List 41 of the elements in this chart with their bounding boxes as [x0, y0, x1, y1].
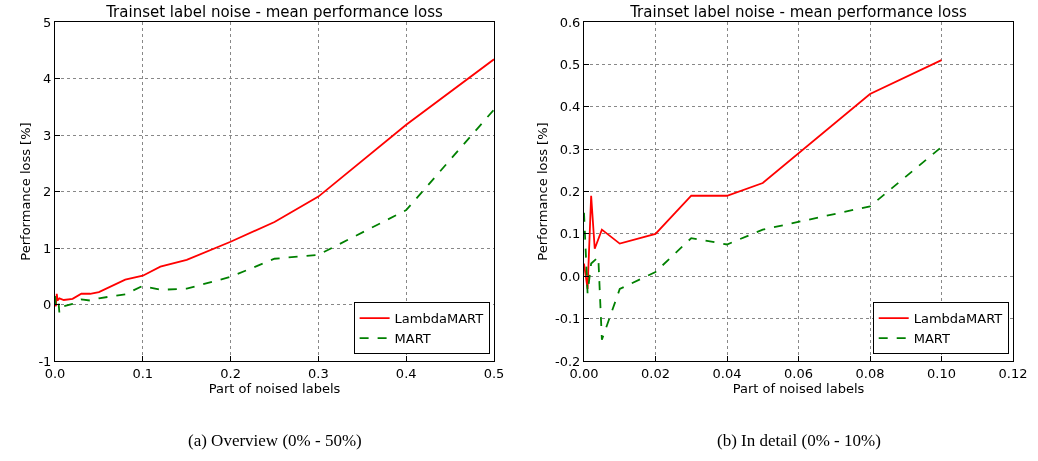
x-tick-label: 0.2 [220, 365, 241, 381]
legend-label: MART [394, 331, 431, 347]
line-series [584, 59, 943, 290]
chart-title: Trainset label noise - mean performance loss [105, 3, 444, 22]
y-tick-label: -0.1 [555, 311, 581, 327]
x-axis-title: Part of noised labels [208, 381, 341, 397]
y-tick-label: 0.0 [559, 268, 581, 284]
x-tick-label: 0.02 [641, 365, 670, 381]
y-tick-label: 0.4 [559, 99, 581, 115]
y-tick-label: 1 [43, 240, 52, 256]
x-tick-label: 0.10 [927, 365, 956, 381]
line-series [55, 108, 494, 314]
x-tick-label: 0.04 [712, 365, 742, 381]
y-tick-label: 2 [43, 184, 52, 200]
x-tick-label: 0.08 [855, 365, 885, 381]
y-tick-label: 0.1 [559, 226, 581, 242]
x-tick-label: 0.3 [308, 365, 329, 381]
x-tick-label: 0.4 [395, 365, 417, 381]
y-tick-label: 0 [43, 297, 52, 313]
y-tick-label: -1 [38, 353, 52, 369]
x-axis-title: Part of noised labels [732, 381, 865, 397]
legend-label: MART [913, 331, 950, 347]
text: (a) Overview (0% - 50%) [188, 431, 362, 450]
x-tick-label: 0.12 [998, 365, 1028, 381]
y-tick-label: 4 [43, 71, 52, 87]
chart-title: Trainset label noise - mean performance loss [629, 3, 968, 22]
x-tick-label: 0.1 [132, 365, 154, 381]
x-tick-label: 0.06 [784, 365, 813, 381]
text: (b) In detail (0% - 10%) [717, 431, 881, 450]
legend-label: LambdaMART [394, 311, 484, 327]
y-axis-title: Performance loss [%] [534, 122, 550, 261]
legend-label: LambdaMART [913, 311, 1003, 327]
line-series [55, 58, 494, 308]
y-tick-label: 0.2 [559, 184, 581, 200]
y-tick-label: 3 [43, 127, 52, 143]
y-tick-label: 5 [43, 14, 52, 30]
y-tick-label: 0.5 [559, 56, 581, 72]
x-tick-label: 0.5 [483, 365, 505, 381]
y-tick-label: 0.6 [559, 14, 581, 30]
y-axis-title: Performance loss [%] [18, 122, 34, 261]
y-tick-label: 0.3 [559, 141, 581, 157]
